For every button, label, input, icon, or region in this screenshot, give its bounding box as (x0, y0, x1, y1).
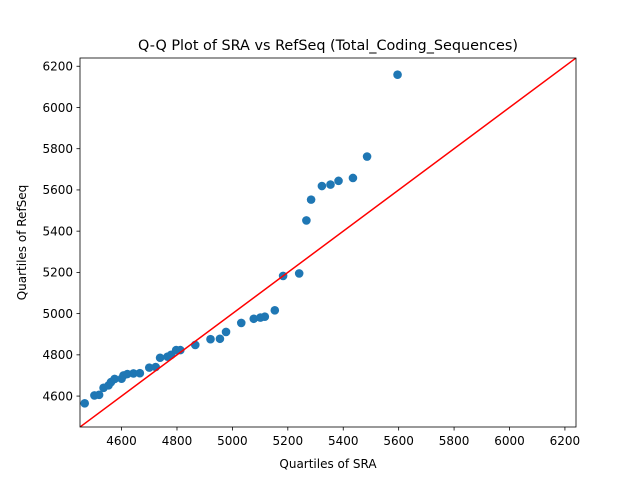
data-point (294, 269, 304, 278)
data-point (155, 353, 165, 363)
data-point (221, 327, 231, 337)
data-point (393, 70, 402, 79)
plot-frame (79, 57, 577, 428)
x-tick-label: 5400 (328, 434, 359, 448)
y-tick-label: 4600 (42, 389, 73, 403)
data-point (348, 173, 358, 183)
data-point (129, 369, 138, 378)
data-point (249, 314, 259, 324)
y-tick-label: 6000 (42, 101, 73, 115)
data-point (135, 368, 145, 378)
y-tick-label: 5600 (42, 183, 73, 197)
y-tick-label: 4800 (42, 348, 73, 362)
data-point (110, 374, 119, 384)
data-point (94, 390, 104, 400)
data-point (80, 398, 90, 408)
reference-line (80, 58, 576, 427)
data-point (144, 363, 154, 372)
x-tick-label: 6200 (550, 434, 581, 448)
data-point (302, 216, 311, 225)
data-point (362, 152, 372, 161)
x-tick-label: 5200 (273, 434, 304, 448)
plot-area (80, 58, 576, 427)
x-tick-label: 6000 (494, 434, 525, 448)
data-point (334, 176, 343, 186)
x-tick-label: 4800 (162, 434, 193, 448)
data-point (317, 181, 327, 191)
data-point (176, 345, 185, 355)
data-point (215, 334, 225, 344)
x-tick-label: 4600 (106, 434, 137, 448)
plot-content (80, 58, 576, 427)
chart-title: Q-Q Plot of SRA vs RefSeq (Total_Coding_… (138, 38, 518, 54)
y-tick-label: 5800 (42, 142, 73, 156)
y-tick-label: 5400 (42, 224, 73, 238)
data-point (326, 180, 335, 189)
y-axis-title: Quartiles of RefSeq (15, 185, 29, 301)
data-point (260, 312, 270, 322)
x-axis: 4600 4800 5000 5200 5400 5600 5800 6000 6200 (106, 427, 580, 448)
x-tick-label: 5600 (383, 434, 414, 448)
y-axis: 4600 4800 5000 5200 5400 5600 5800 6000 6200 (42, 60, 80, 403)
data-point (206, 334, 215, 344)
data-point (270, 306, 280, 315)
x-tick-label: 5800 (439, 434, 470, 448)
y-tick-label: 5000 (42, 307, 73, 321)
y-tick-label: 5200 (42, 266, 73, 280)
x-tick-label: 5000 (217, 434, 248, 448)
data-point (306, 195, 316, 204)
data-point (236, 318, 246, 328)
y-tick-label: 6200 (42, 60, 73, 74)
x-axis-title: Quartiles of SRA (279, 457, 377, 471)
